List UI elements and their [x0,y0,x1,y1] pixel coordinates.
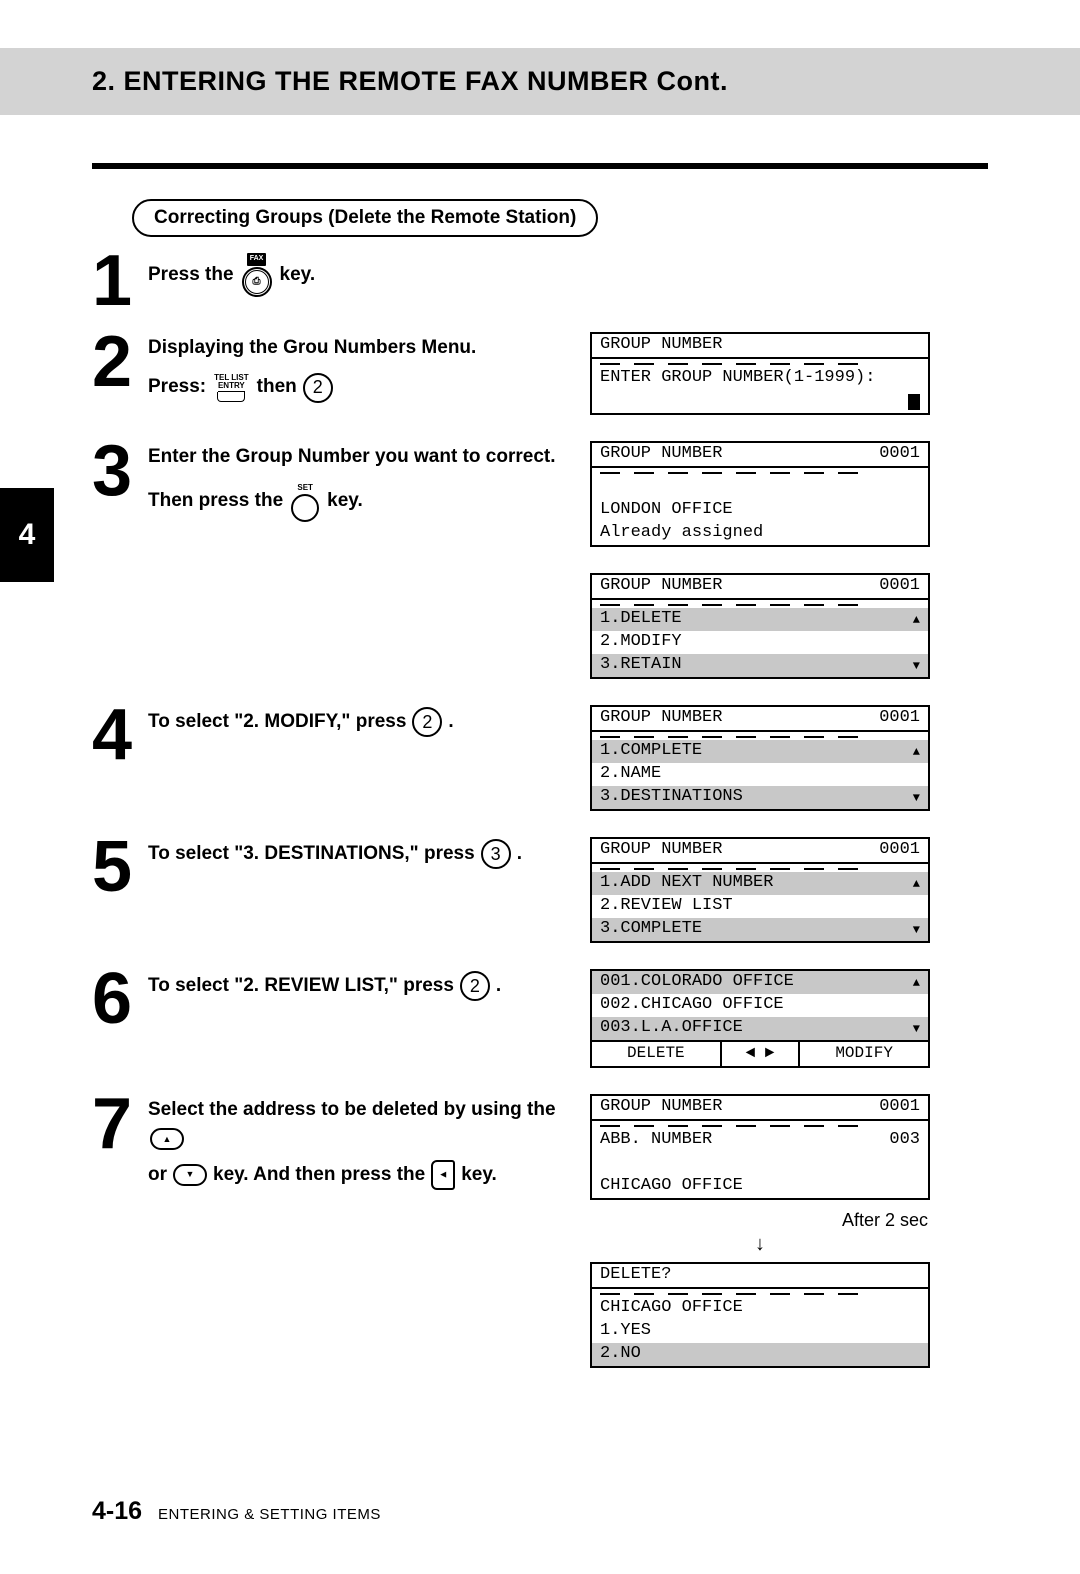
step-text: To select "2. MODIFY," press [148,708,406,737]
number-2-key-icon: 2 [412,707,442,737]
step-number: 2 [92,332,144,393]
page-footer: 4-16 ENTERING & SETTING ITEMS [92,1497,381,1526]
step-text: . [496,972,501,1001]
step-5: 5 To select "3. DESTINATIONS," press 3 . [92,837,562,898]
lcd-display: GROUP NUMBER ENTER GROUP NUMBER(1-1999): [590,332,930,415]
modify-softkey: MODIFY [800,1042,928,1066]
divider [92,163,988,169]
step-3: 3 Enter the Group Number you want to cor… [92,441,562,522]
number-2-key-icon: 2 [460,971,490,1001]
step-text: To select "2. REVIEW LIST," press [148,972,454,1001]
lcd-display: DELETE? CHICAGO OFFICE 1.YES 2.NO [590,1262,930,1368]
down-arrow-icon: ▼ [913,790,920,806]
number-3-key-icon: 3 [481,839,511,869]
step-text: Select the address to be deleted by usin… [148,1096,556,1125]
step-text: Press: [148,373,206,402]
after-note: After 2 sec [590,1210,988,1231]
step-text: key. [461,1161,497,1190]
cursor-icon [908,394,920,410]
down-arrow-icon: ▼ [913,1021,920,1037]
step-number: 4 [92,705,144,766]
step-text: . [517,840,522,869]
step-text: or [148,1161,167,1190]
up-arrow-icon: ▲ [913,975,920,991]
delete-softkey: DELETE [592,1042,720,1066]
lcd-display: GROUP NUMBER0001 1.DELETE▲ 2.MODIFY 3.RE… [590,573,930,679]
down-key-icon [173,1164,207,1186]
tel-list-entry-key-icon: TEL LIST ENTRY [214,374,249,402]
step-7: 7 Select the address to be deleted by us… [92,1094,562,1191]
lcd-display: GROUP NUMBER0001 LONDON OFFICE Already a… [590,441,930,547]
set-key-icon: SET [291,482,319,522]
footer-text: ENTERING & SETTING ITEMS [158,1506,381,1523]
step-number: 6 [92,969,144,1030]
section-pill: Correcting Groups (Delete the Remote Sta… [132,199,598,237]
step-6: 6 To select "2. REVIEW LIST," press 2 . [92,969,562,1030]
up-arrow-icon: ▲ [913,876,920,892]
step-number: 7 [92,1094,144,1155]
step-text: key. [280,261,316,290]
step-text: then [257,373,297,402]
step-text: Press the [148,261,234,290]
step-1: 1 Press the FAX ⎙ key. [92,251,988,312]
step-number: 5 [92,837,144,898]
down-arrow-icon: ↓ [755,1233,765,1256]
step-text: key. And then press the [213,1161,425,1190]
lcd-display: GROUP NUMBER0001 1.COMPLETE▲ 2.NAME 3.DE… [590,705,930,811]
page-number: 4-16 [92,1497,142,1526]
step-number: 3 [92,441,144,502]
step-text: key. [327,487,363,516]
step-text: Enter the Group Number you want to corre… [148,443,556,472]
step-text: Displaying the Grou Numbers Menu. [148,334,476,363]
up-arrow-icon: ▲ [913,744,920,760]
up-key-icon [150,1128,184,1150]
step-number: 1 [92,251,144,312]
lcd-display: 001.COLORADO OFFICE▲ 002.CHICAGO OFFICE … [590,969,930,1068]
lcd-display: GROUP NUMBER0001 1.ADD NEXT NUMBER▲ 2.RE… [590,837,930,943]
nav-softkey: ◄ ► [720,1042,801,1066]
number-2-key-icon: 2 [303,373,333,403]
left-key-icon [431,1160,455,1190]
fax-key-icon: FAX ⎙ [242,253,272,297]
down-arrow-icon: ▼ [913,658,920,674]
step-text: To select "3. DESTINATIONS," press [148,840,475,869]
page-header: 2. ENTERING THE REMOTE FAX NUMBER Cont. [0,48,1080,115]
step-4: 4 To select "2. MODIFY," press 2 . [92,705,562,766]
page-title: 2. ENTERING THE REMOTE FAX NUMBER Cont. [92,66,1080,97]
step-text: . [448,708,453,737]
lcd-display: GROUP NUMBER0001 ABB. NUMBER003 CHICAGO … [590,1094,930,1200]
down-arrow-icon: ▼ [913,922,920,938]
step-2: 2 Displaying the Grou Numbers Menu. Pres… [92,332,562,403]
up-arrow-icon: ▲ [913,612,920,628]
step-text: Then press the [148,487,283,516]
